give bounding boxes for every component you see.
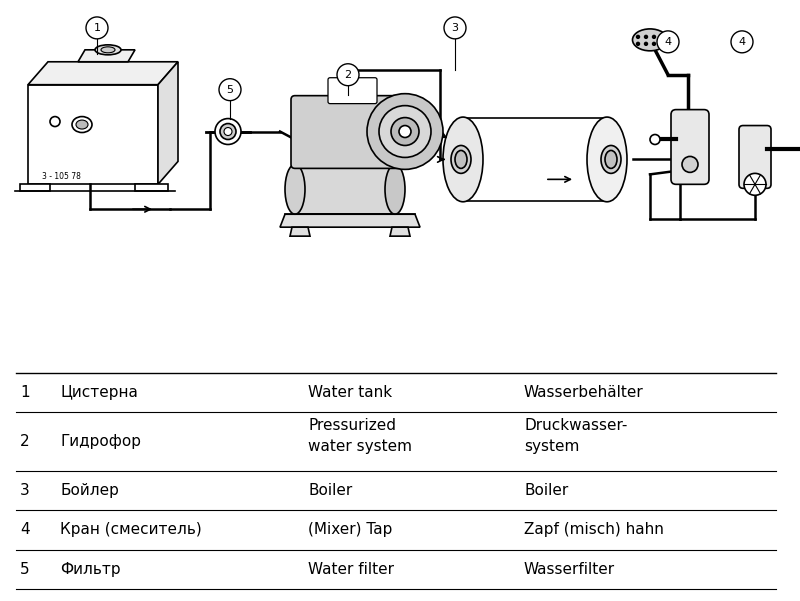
Circle shape [220,124,236,139]
Text: 1: 1 [94,23,101,33]
Text: 4: 4 [665,37,671,47]
Text: Цистерна: Цистерна [60,385,138,400]
Circle shape [653,35,655,38]
Circle shape [367,94,443,169]
Polygon shape [463,118,607,201]
Text: Wasserfilter: Wasserfilter [524,562,615,577]
Text: 3 - 105 78: 3 - 105 78 [42,172,81,182]
Text: 3: 3 [451,23,458,33]
Circle shape [661,35,663,38]
Ellipse shape [95,45,121,55]
Text: Water tank: Water tank [308,385,392,400]
Circle shape [391,118,419,145]
Text: Pressurized
water system: Pressurized water system [308,418,412,454]
Text: Фильтр: Фильтр [60,562,121,577]
Circle shape [682,156,698,172]
Ellipse shape [633,29,667,51]
Circle shape [219,79,241,100]
Circle shape [399,126,411,138]
Ellipse shape [101,47,115,53]
Ellipse shape [455,150,467,168]
Polygon shape [295,165,395,214]
Circle shape [379,106,431,157]
Text: 4: 4 [20,522,30,537]
Circle shape [86,17,108,39]
Text: Бойлер: Бойлер [60,483,119,498]
Ellipse shape [451,145,471,173]
Text: Wasserbehälter: Wasserbehälter [524,385,644,400]
Polygon shape [158,62,178,185]
Polygon shape [290,227,310,236]
Text: Boiler: Boiler [308,483,352,498]
Text: Water filter: Water filter [308,562,394,577]
FancyBboxPatch shape [328,78,377,103]
Text: 1: 1 [20,385,30,400]
Polygon shape [135,185,168,191]
Circle shape [661,42,663,45]
Text: 4: 4 [738,37,746,47]
Circle shape [637,42,639,45]
FancyBboxPatch shape [291,96,409,168]
Circle shape [657,31,679,53]
Ellipse shape [605,150,617,168]
Circle shape [645,42,647,45]
Circle shape [653,42,655,45]
Polygon shape [28,85,158,185]
Circle shape [50,117,60,127]
Circle shape [215,118,241,144]
Ellipse shape [443,117,483,202]
Circle shape [444,17,466,39]
Circle shape [650,135,660,144]
Ellipse shape [587,117,627,202]
Text: 5: 5 [226,85,234,95]
Polygon shape [280,214,420,227]
Circle shape [224,127,232,135]
Circle shape [744,173,766,195]
FancyBboxPatch shape [739,126,771,188]
FancyBboxPatch shape [671,109,709,185]
Text: 3: 3 [20,483,30,498]
Polygon shape [20,185,50,191]
Text: 2: 2 [20,434,30,449]
Circle shape [645,35,647,38]
Text: Druckwasser-
system: Druckwasser- system [524,418,627,454]
Ellipse shape [76,120,88,129]
Text: 5: 5 [20,562,30,577]
Circle shape [337,64,359,86]
Polygon shape [390,227,410,236]
Circle shape [637,35,639,38]
Polygon shape [28,62,178,85]
Text: (Mixer) Tap: (Mixer) Tap [308,522,392,537]
Circle shape [731,31,753,53]
Ellipse shape [285,165,305,214]
Text: Zapf (misch) hahn: Zapf (misch) hahn [524,522,664,537]
Text: Boiler: Boiler [524,483,568,498]
Text: Гидрофор: Гидрофор [60,434,141,449]
Ellipse shape [601,145,621,173]
Text: 2: 2 [345,70,351,80]
Ellipse shape [72,117,92,132]
Polygon shape [78,50,135,62]
Ellipse shape [385,165,405,214]
Text: Кран (смеситель): Кран (смеситель) [60,522,202,537]
